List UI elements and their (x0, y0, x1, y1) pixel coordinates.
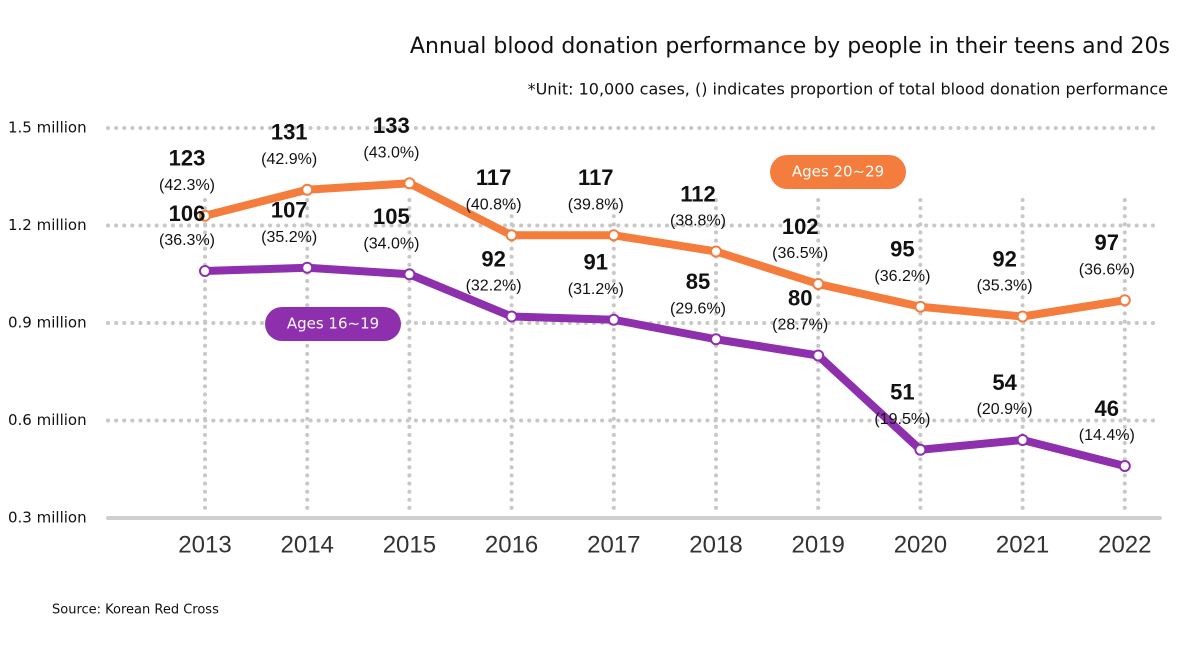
legend-pill (770, 155, 906, 189)
x-tick-label: 2021 (996, 531, 1049, 558)
value-label: 51 (890, 380, 914, 405)
share-label: (32.2%) (466, 278, 522, 295)
value-label: 117 (578, 165, 614, 190)
value-label: 102 (782, 214, 819, 239)
chart-title: Annual blood donation performance by peo… (410, 34, 1170, 59)
share-label: (19.5%) (874, 411, 930, 428)
data-point (812, 349, 825, 362)
data-point (710, 245, 722, 258)
data-point (710, 333, 722, 346)
x-tick-label: 2016 (485, 531, 538, 558)
x-tick-label: 2013 (178, 531, 231, 558)
value-label: 80 (788, 285, 812, 310)
value-label: 133 (373, 113, 410, 138)
x-tick-label: 2015 (383, 531, 436, 558)
data-point (403, 268, 416, 281)
x-tick-label: 2020 (894, 531, 947, 558)
data-point (914, 300, 927, 313)
data-point (301, 183, 314, 196)
legend-pill (265, 307, 401, 341)
share-label: (38.8%) (670, 213, 726, 230)
value-label: 131 (271, 120, 308, 145)
x-tick-label: 2017 (587, 531, 640, 558)
data-point (812, 278, 825, 290)
value-label: 95 (890, 237, 914, 262)
share-label: (34.0%) (363, 235, 419, 252)
data-point (1118, 460, 1131, 472)
data-point (505, 310, 518, 323)
value-label: 117 (476, 165, 512, 190)
share-label: (42.3%) (159, 177, 215, 194)
share-label: (35.2%) (261, 229, 317, 246)
value-label: 107 (271, 198, 308, 223)
value-label: 112 (680, 181, 716, 206)
share-label: (36.2%) (874, 268, 930, 285)
y-tick-label: 1.5 million (8, 119, 87, 137)
share-label: (39.8%) (568, 196, 624, 213)
value-label: 91 (584, 250, 608, 275)
share-label: (20.9%) (977, 401, 1033, 418)
share-label: (36.5%) (772, 245, 828, 262)
data-point (914, 443, 927, 456)
value-label: 92 (992, 246, 1016, 271)
y-tick-label: 0.6 million (8, 411, 87, 429)
data-point (1016, 310, 1029, 323)
value-label: 85 (686, 269, 710, 294)
share-label: (40.8%) (466, 196, 522, 213)
data-point (1016, 434, 1029, 446)
share-label: (35.3%) (977, 278, 1033, 295)
share-label: (14.4%) (1079, 427, 1135, 444)
share-label: (42.9%) (261, 151, 317, 168)
source-note: Source: Korean Red Cross (52, 603, 219, 618)
series-line (201, 263, 1129, 470)
data-point (607, 229, 620, 242)
value-label: 46 (1095, 396, 1119, 421)
value-label: 97 (1095, 230, 1119, 255)
x-tick-label: 2014 (281, 531, 334, 558)
share-label: (36.6%) (1079, 261, 1135, 278)
chart-subtitle: *Unit: 10,000 cases, () indicates propor… (528, 80, 1168, 99)
y-tick-label: 0.9 million (8, 314, 87, 332)
data-point (1118, 294, 1131, 307)
data-point (403, 177, 416, 190)
y-tick-label: 1.2 million (8, 216, 87, 234)
legend-label: Ages 16~19 (287, 315, 379, 333)
data-point (301, 261, 314, 274)
x-tick-label: 2018 (689, 531, 742, 558)
value-label: 54 (992, 370, 1017, 395)
value-label: 105 (373, 204, 410, 229)
plot-area: 0.3 million 0.6 million 0.9 million 1.2 mil… (8, 113, 1162, 558)
data-point (199, 209, 211, 222)
share-label: (29.6%) (670, 300, 726, 317)
x-tick-label: 2019 (792, 531, 845, 558)
series-line (201, 179, 1129, 321)
x-tick-label: 2022 (1098, 531, 1151, 558)
value-label: 92 (481, 246, 505, 271)
data-point (505, 229, 518, 242)
share-label: (28.7%) (772, 317, 828, 334)
y-tick-label: 0.3 million (8, 509, 87, 527)
legend-label: Ages 20~29 (792, 163, 884, 181)
value-label: 123 (169, 146, 206, 171)
share-label: (36.3%) (159, 232, 215, 249)
value-label: 106 (169, 201, 206, 226)
share-label: (31.2%) (568, 281, 624, 298)
data-point (199, 265, 211, 277)
data-point (607, 313, 620, 326)
share-label: (43.0%) (363, 144, 419, 161)
